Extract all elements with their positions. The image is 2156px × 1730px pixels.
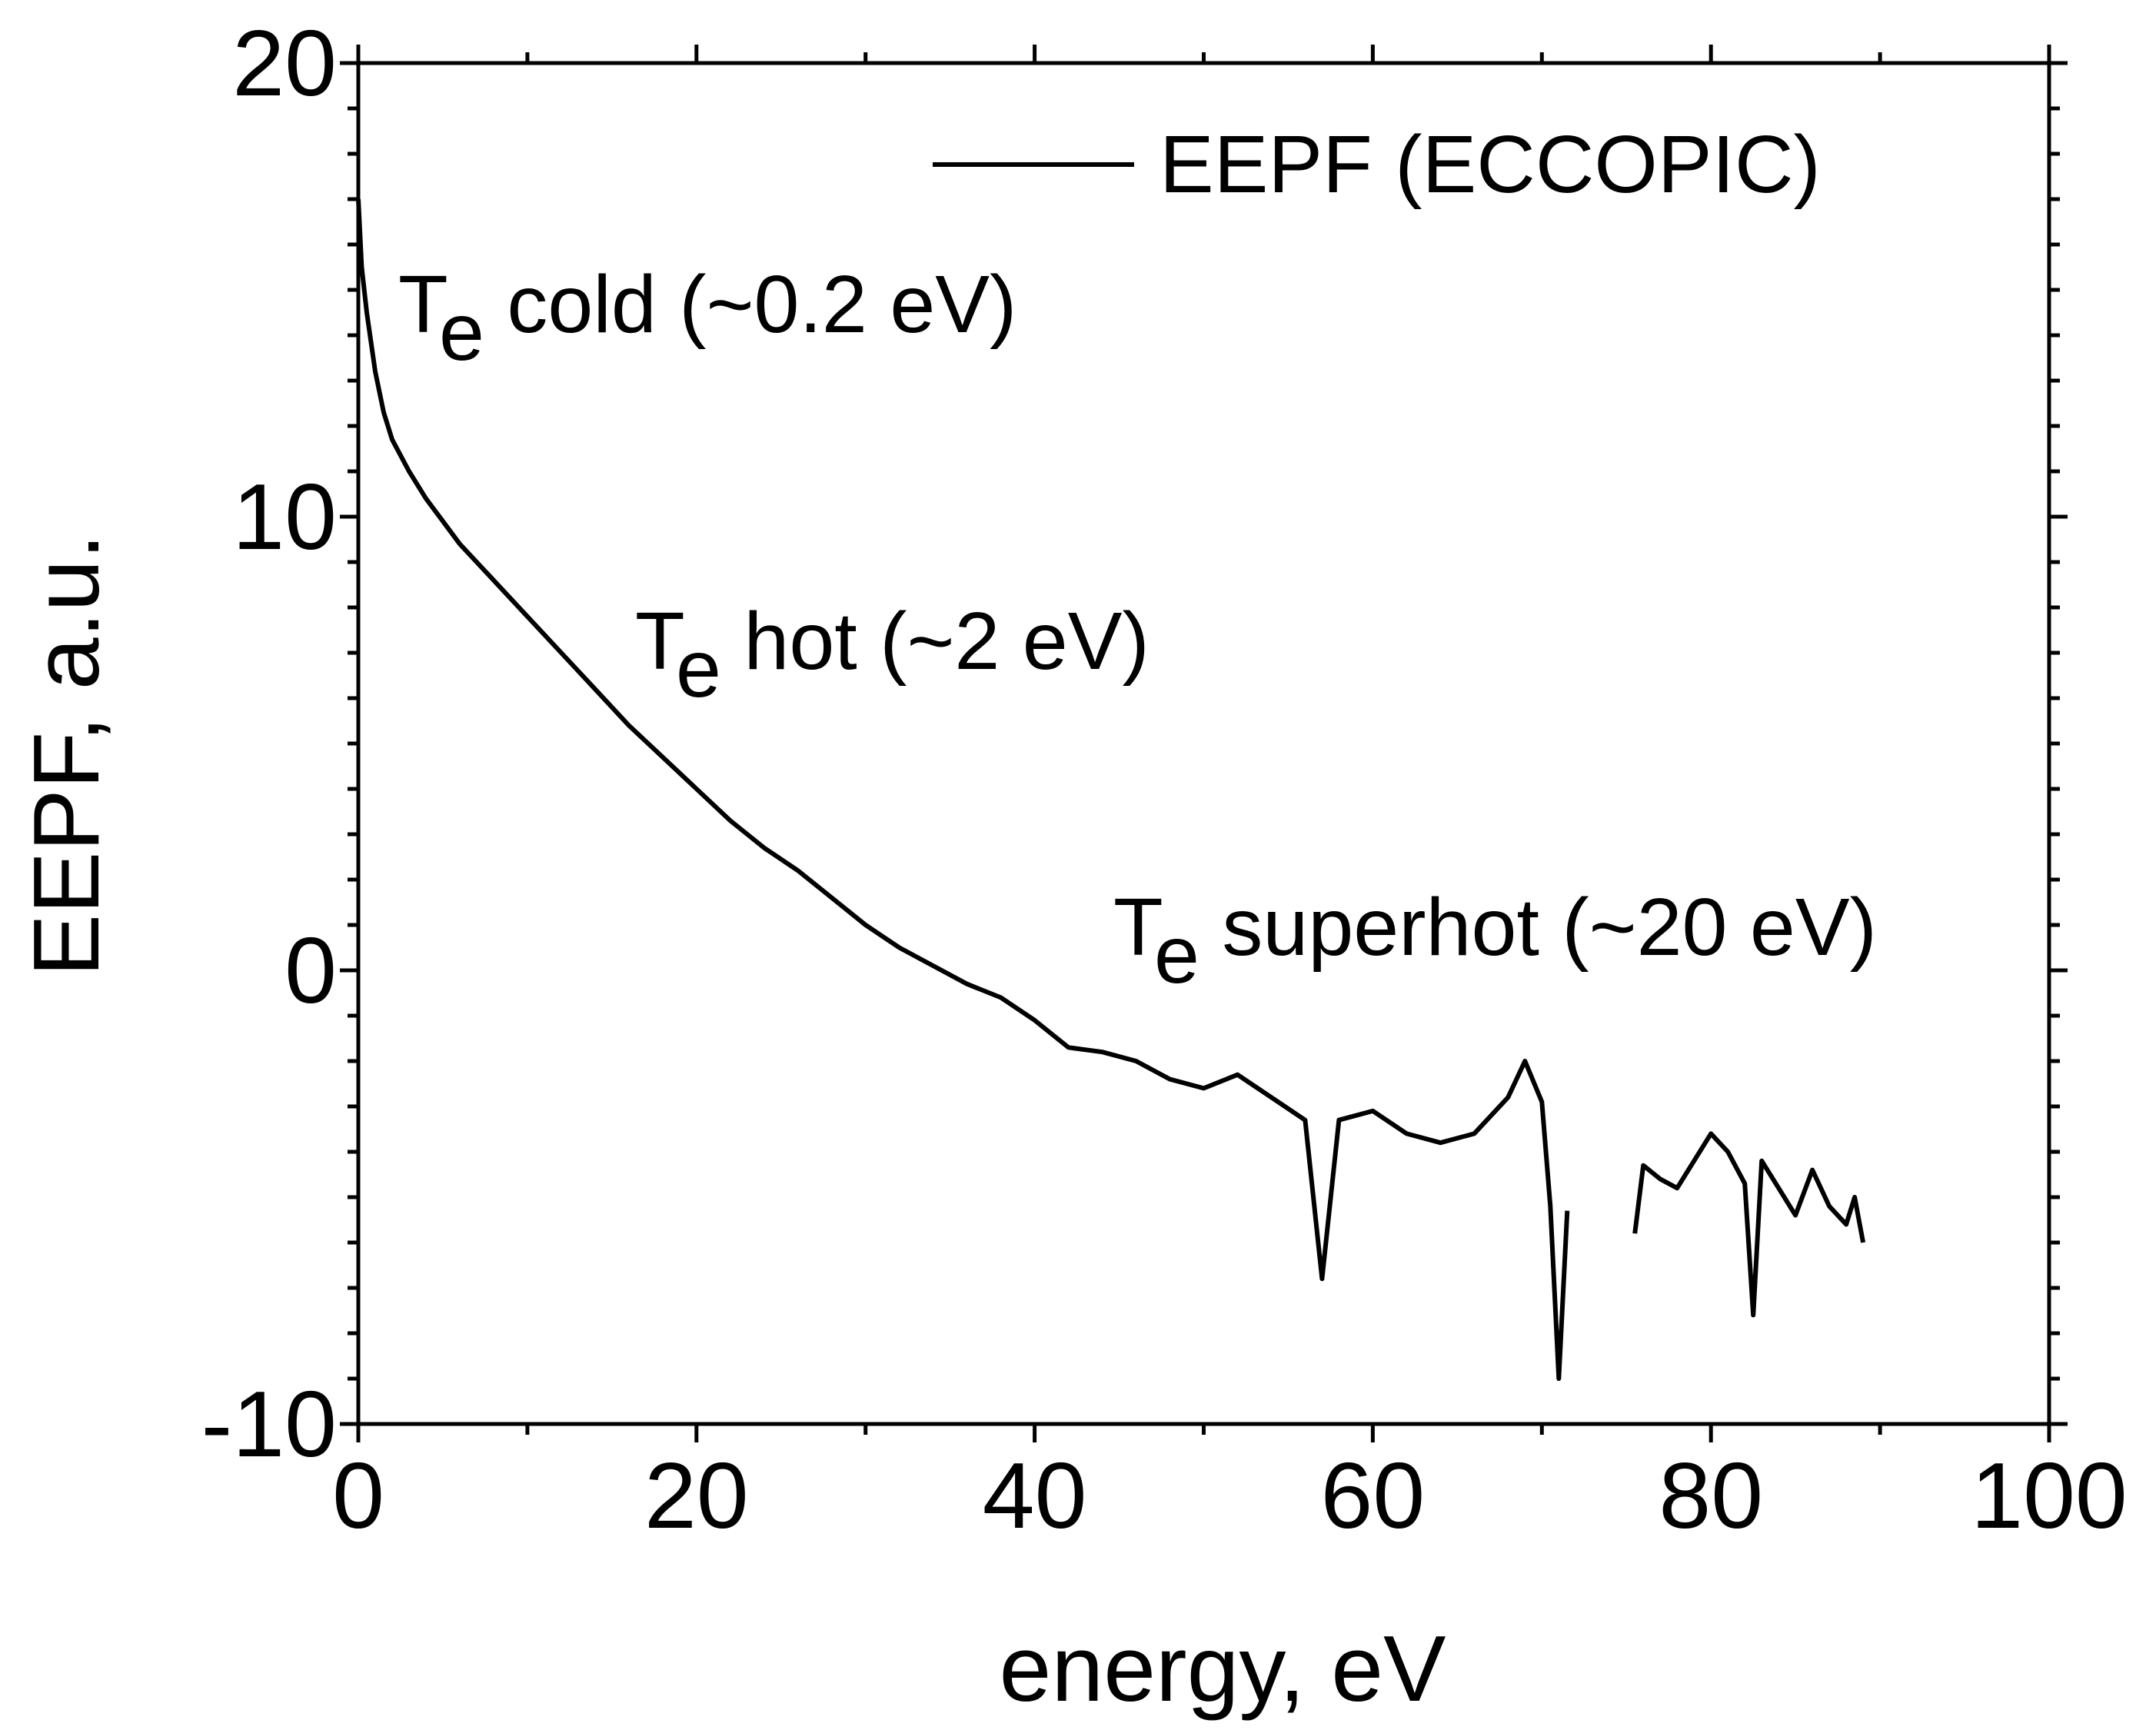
x-tick-label: 0: [332, 1443, 384, 1548]
annotation-te-superhot-sub: e: [1154, 910, 1199, 1000]
y-axis-label: EEPF, a.u.: [14, 534, 118, 976]
x-tick-label: 100: [1971, 1443, 2128, 1548]
annotation-te-hot-main: T: [635, 596, 684, 687]
annotation-te-cold: Te cold (~0.2 eV): [398, 259, 1016, 378]
series-line-segment-1: [1632, 1131, 1866, 1318]
y-tick-label: -10: [201, 1372, 337, 1476]
major-ticks: [340, 45, 2068, 1442]
annotation-te-superhot-text: superhot (~20 eV): [1199, 882, 1877, 973]
annotation-te-hot-sub: e: [676, 624, 721, 714]
annotation-te-hot-text: hot (~2 eV): [721, 596, 1150, 687]
x-tick-label: 40: [983, 1443, 1087, 1548]
series-lines: [356, 198, 1866, 1381]
x-tick-label: 20: [644, 1443, 749, 1548]
x-tick-label: 80: [1659, 1443, 1763, 1548]
annotation-te-cold-sub: e: [439, 287, 484, 378]
annotation-te-superhot-main: T: [1113, 882, 1162, 973]
x-tick-label: 60: [1321, 1443, 1426, 1548]
y-tick-label: 10: [232, 464, 337, 569]
annotation-te-cold-main: T: [398, 259, 447, 350]
annotation-te-superhot: Te superhot (~20 eV): [1113, 882, 1877, 1000]
series-line-segment-0: [356, 198, 1570, 1381]
annotation-te-cold-text: cold (~0.2 eV): [484, 259, 1016, 350]
y-tick-label: 0: [284, 918, 337, 1023]
annotation-te-hot: Te hot (~2 eV): [635, 596, 1150, 714]
y-tick-labels: -10 0 10 20: [201, 11, 337, 1476]
y-tick-label: 20: [232, 11, 337, 115]
legend-entry-label: EEPF (ECCOPIC): [1160, 119, 1821, 210]
minor-ticks: [348, 52, 2060, 1435]
x-tick-labels: 0 20 40 60 80 100: [332, 1443, 2128, 1548]
legend: EEPF (ECCOPIC): [933, 119, 1821, 210]
x-axis-label: energy, eV: [1000, 1616, 1446, 1721]
